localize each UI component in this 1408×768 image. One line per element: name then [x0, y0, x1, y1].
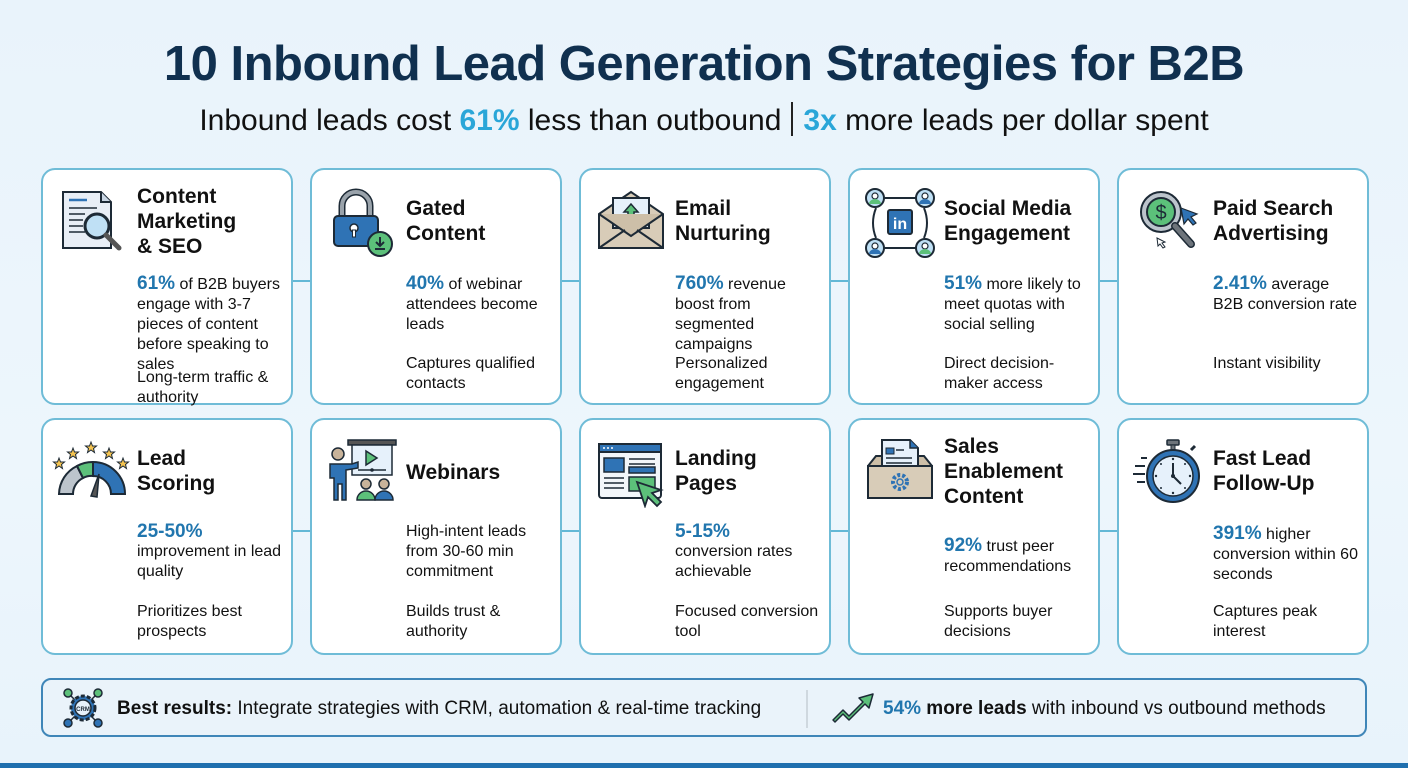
svg-text:in: in — [893, 216, 907, 233]
presenter-screen-icon — [326, 436, 398, 508]
connector — [829, 280, 849, 282]
connector — [1098, 530, 1118, 532]
strategy-name: Gated Content — [406, 197, 486, 245]
strategy-name: Landing Pages — [675, 447, 757, 495]
svg-text:$: $ — [1155, 202, 1166, 224]
lock-download-icon — [326, 186, 398, 258]
connector — [829, 530, 849, 532]
webpage-cursor-icon — [595, 436, 667, 509]
strategy-card-email-nurturing: Email Nurturing 760% revenue boost from s… — [579, 168, 831, 405]
strategy-stat: High-intent leads from 30-60 min commitm… — [406, 523, 527, 580]
strategy-stat: 2.41% average B2B conversion rate — [1213, 273, 1358, 314]
strategy-card-webinars: Webinars High-intent leads from 30-60 mi… — [310, 418, 562, 655]
strategy-stat: 760% revenue boost from segmented campai… — [675, 273, 786, 354]
dollar-search-cursor-icon: $ — [1133, 186, 1205, 258]
footer-best-results: Best results: Integrate strategies with … — [117, 698, 762, 719]
strategy-name: Email Nurturing — [675, 197, 771, 245]
trend-up-arrow-icon — [831, 690, 875, 728]
strategy-note: Prioritizes best prospects — [137, 603, 242, 640]
strategy-note: Captures qualified contacts — [406, 355, 535, 392]
strategy-name: Lead Scoring — [137, 447, 216, 495]
strategy-note: Instant visibility — [1213, 355, 1321, 372]
strategy-note: Supports buyer decisions — [944, 603, 1053, 640]
strategy-stat: 51% more likely to meet quotas with soci… — [944, 273, 1081, 334]
connector — [1098, 280, 1118, 282]
subtitle-highlight-cost: 61% — [459, 104, 520, 137]
strategy-card-content-marketing: Content Marketing & SEO 61% of B2B buyers … — [41, 168, 293, 406]
strategy-name: Paid Search Advertising — [1213, 197, 1334, 245]
strategy-name: Content Marketing & SEO — [137, 185, 237, 258]
folder-document-gear-icon — [864, 436, 936, 508]
stopwatch-icon — [1133, 436, 1205, 508]
strategy-name: Social Media Engagement — [944, 197, 1072, 245]
envelope-upload-icon — [595, 186, 667, 258]
subtitle-highlight-multiplier: 3x — [803, 104, 837, 137]
strategy-name: Webinars — [406, 461, 501, 484]
strategy-stat: 61% of B2B buyers engage with 3-7 pieces… — [137, 273, 280, 374]
strategy-stat: 5-15% conversion rates achievable — [675, 521, 793, 581]
strategy-note: Focused conversion tool — [675, 603, 819, 640]
strategy-note: Personalized engagement — [675, 355, 768, 392]
connector — [291, 530, 311, 532]
page-title: 10 Inbound Lead Generation Strategies fo… — [163, 37, 1245, 91]
connector — [291, 280, 311, 282]
crm-gear-network-icon: CRM — [61, 686, 105, 730]
strategy-stat: 40% of webinar attendees become leads — [406, 273, 538, 334]
bottom-accent-bar — [0, 763, 1408, 768]
strategy-card-lead-scoring: Lead Scoring 25-50% improvement in lead qu… — [41, 418, 293, 655]
footer-inbound-stat: 54% more leads with inbound vs outbound … — [883, 698, 1326, 719]
strategy-card-fast-follow-up: Fast Lead Follow-Up 391% higher conversio… — [1117, 418, 1369, 655]
strategy-name: Sales Enablement Content — [944, 435, 1064, 508]
strategy-note: Captures peak interest — [1213, 603, 1318, 640]
strategy-grid: Content Marketing & SEO 61% of B2B buyers … — [41, 168, 1369, 655]
strategy-note: Direct decision-maker access — [944, 355, 1055, 392]
document-magnifier-icon — [57, 186, 129, 258]
subtitle-divider — [791, 102, 794, 136]
strategy-stat: 25-50% improvement in lead quality — [137, 521, 282, 581]
footer-banner: CRM Best results: Integrate strategies w… — [41, 678, 1367, 737]
strategy-card-paid-search: $ Paid Search Advertising 2.41% average B… — [1117, 168, 1369, 405]
connector — [560, 280, 580, 282]
svg-text:CRM: CRM — [76, 707, 90, 713]
strategy-name: Fast Lead Follow-Up — [1213, 447, 1315, 495]
strategy-stat: 391% higher conversion within 60 seconds — [1213, 523, 1358, 584]
subtitle-text-1: Inbound leads cost — [199, 104, 460, 137]
subtitle-text-3: more leads per dollar spent — [836, 104, 1209, 137]
gauge-stars-icon — [51, 436, 130, 508]
strategy-card-social-media: in Social Media Engagement 51% more likel… — [848, 168, 1100, 405]
subtitle: Inbound leads cost 61% less than outboun… — [0, 102, 1408, 138]
strategy-card-gated-content: Gated Content 40% of webinar attendees be… — [310, 168, 562, 405]
strategy-stat: 92% trust peer recommendations — [944, 535, 1072, 576]
strategy-note: Builds trust & authority — [406, 603, 501, 640]
strategy-card-landing-pages: Landing Pages 5-15% conversion rates achie… — [579, 418, 831, 655]
footer-divider — [806, 690, 808, 728]
strategy-note: Long-term traffic & authority — [137, 369, 269, 406]
strategy-card-sales-enablement: Sales Enablement Content 92% trust peer re… — [848, 418, 1100, 655]
linkedin-network-icon: in — [864, 186, 936, 258]
subtitle-text-2: less than outbound — [519, 104, 782, 137]
connector — [560, 530, 580, 532]
